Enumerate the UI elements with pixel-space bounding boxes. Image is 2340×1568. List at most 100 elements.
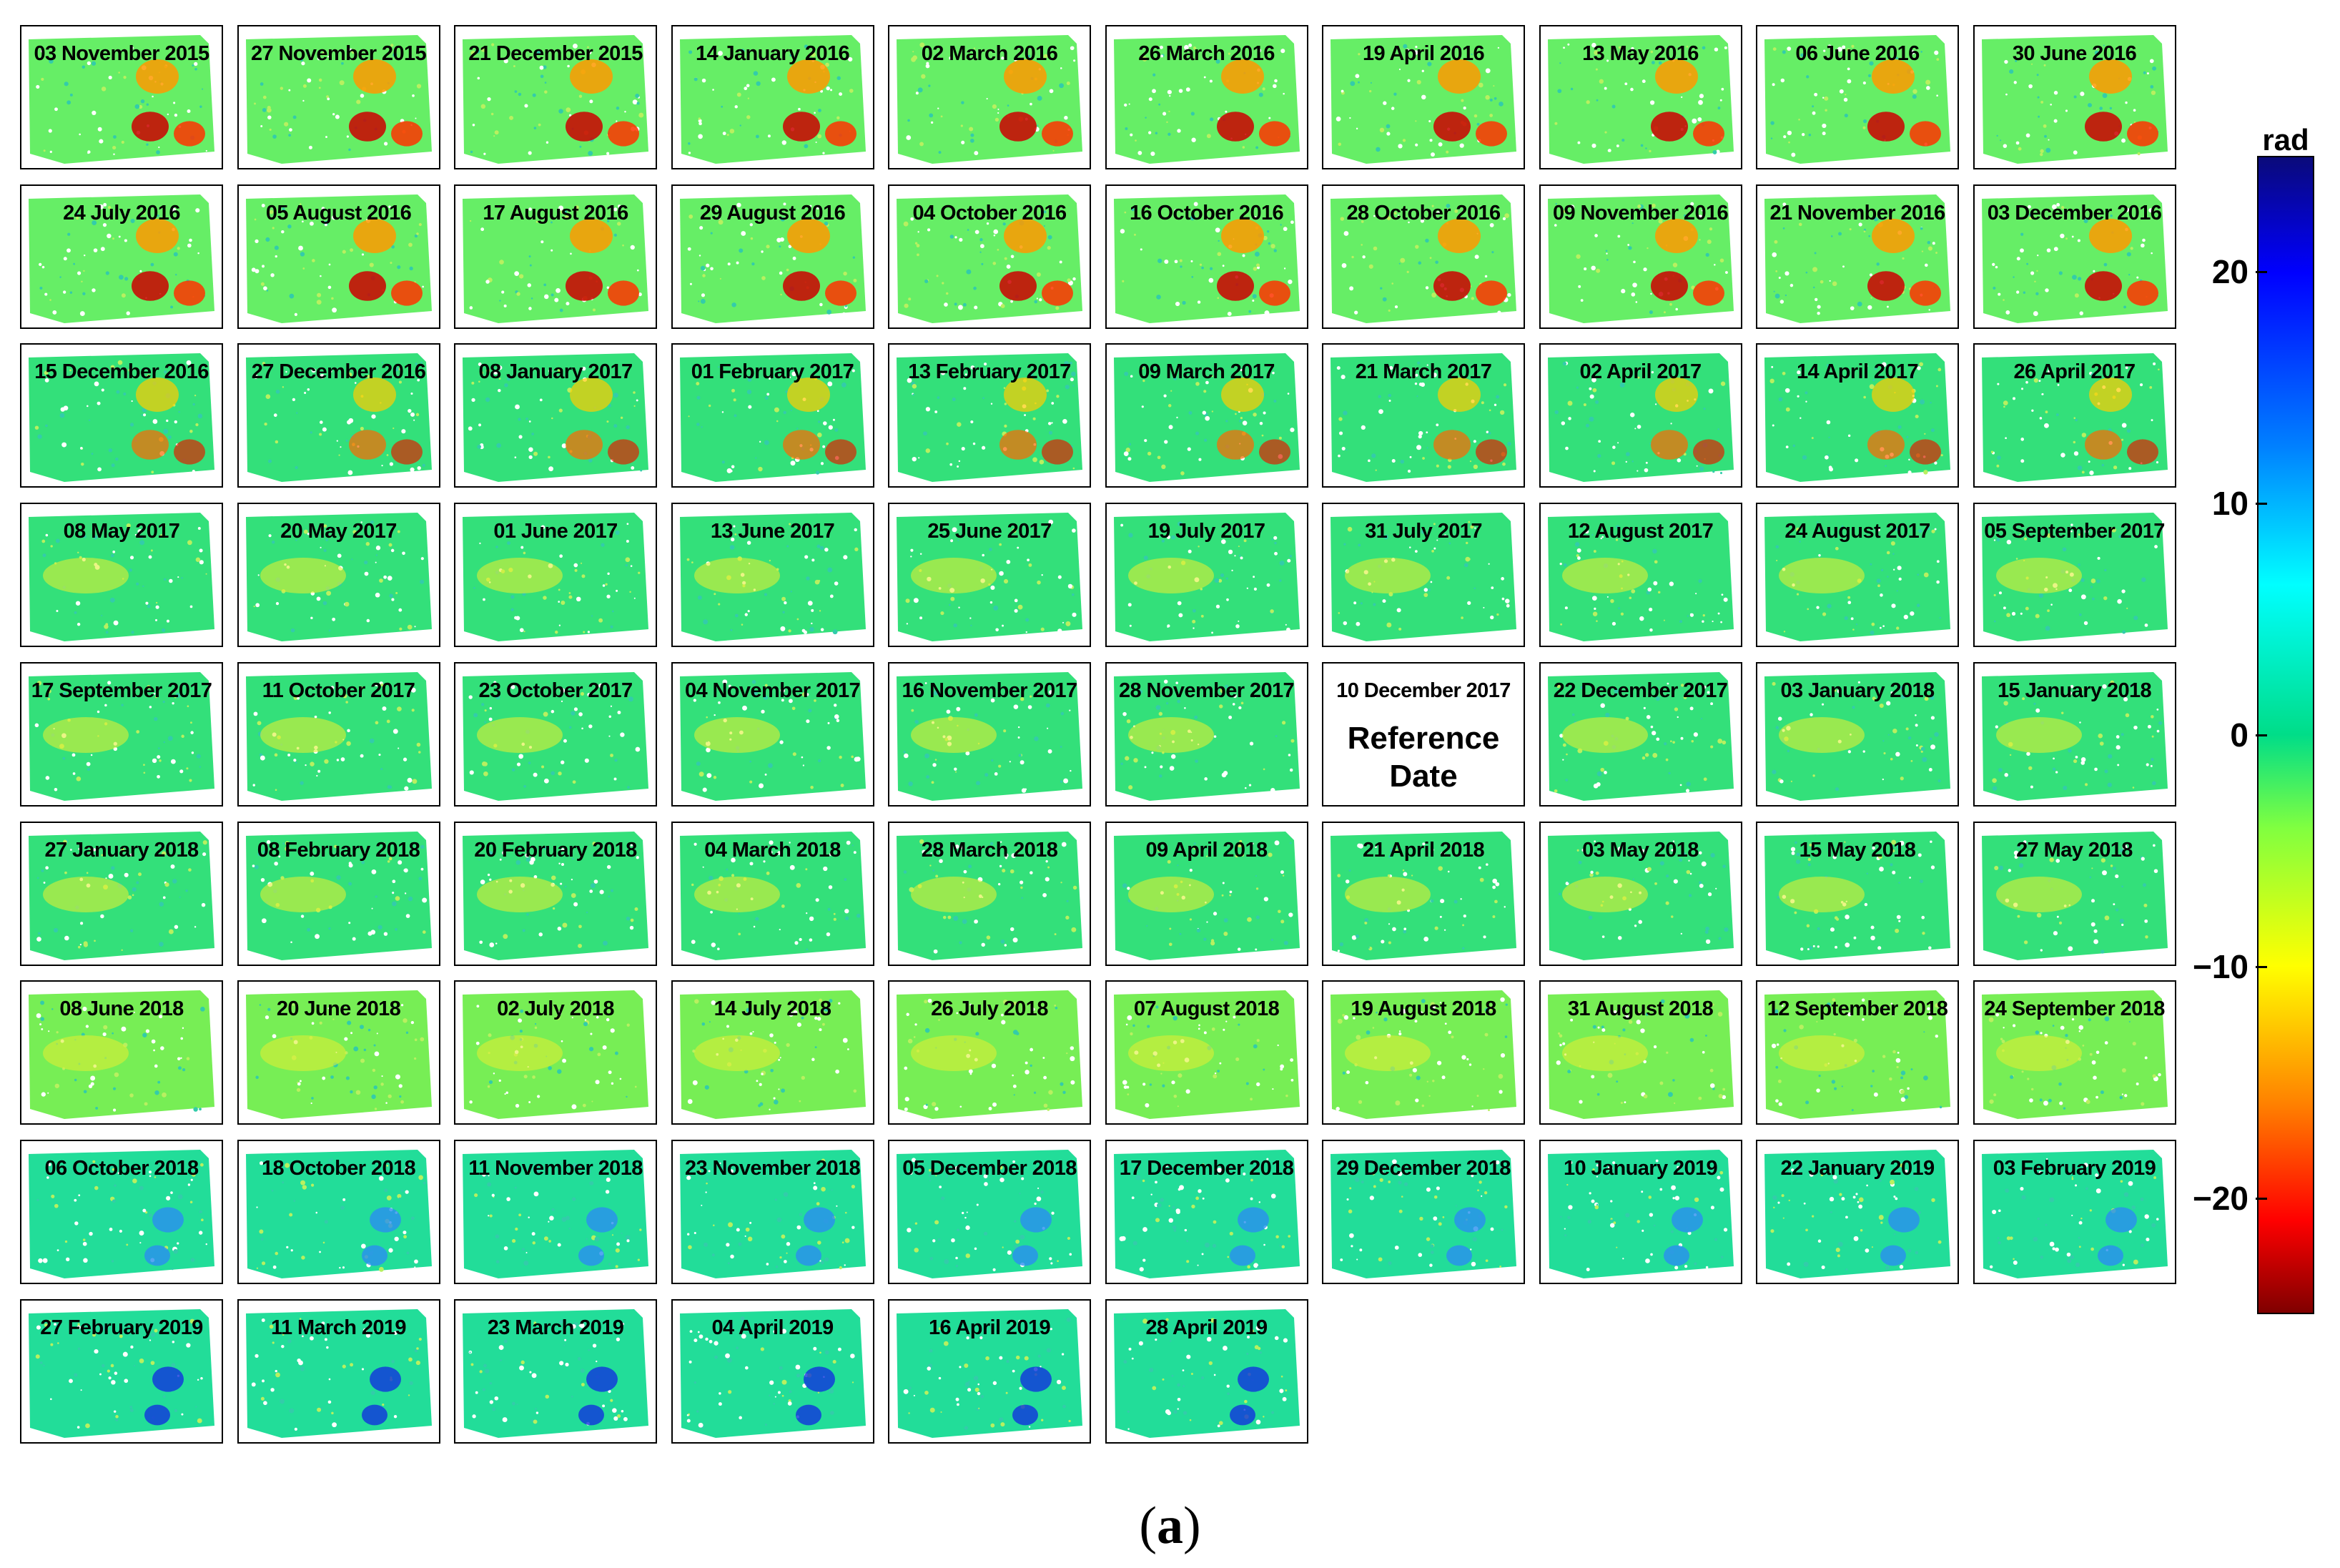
map-speckle	[1247, 914, 1249, 917]
subsidence-hotspot	[1650, 270, 1688, 301]
map-speckle	[709, 910, 713, 914]
map-speckle	[1134, 139, 1137, 142]
map-speckle	[107, 233, 112, 238]
map-speckle	[93, 535, 98, 540]
reference-note-word: Date	[1389, 758, 1458, 794]
map-speckle	[1371, 453, 1376, 458]
map-speckle	[36, 936, 41, 942]
map-speckle	[2058, 1101, 2063, 1105]
map-speckle	[809, 627, 814, 632]
map-speckle	[1795, 859, 1801, 864]
map-speckle	[49, 59, 54, 64]
map-speckle	[117, 375, 120, 378]
map-speckle	[43, 149, 46, 152]
map-speckle	[191, 751, 194, 754]
map-speckle	[1416, 79, 1421, 84]
deformation-map	[29, 990, 214, 1120]
map-speckle	[1386, 124, 1391, 129]
map-speckle	[195, 423, 199, 427]
map-speckle	[1930, 744, 1935, 749]
map-speckle	[77, 945, 81, 948]
map-speckle	[138, 104, 143, 109]
panel-date-label: 28 March 2018	[921, 838, 1058, 862]
map-speckle	[1920, 227, 1923, 230]
map-speckle	[303, 392, 306, 395]
map-speckle	[1270, 243, 1275, 249]
map-speckle	[769, 1033, 774, 1037]
map-speckle	[1595, 68, 1598, 71]
map-speckle	[749, 1221, 751, 1224]
map-speckle	[2077, 239, 2080, 242]
map-speckle	[1674, 707, 1678, 711]
map-speckle	[94, 381, 99, 387]
map-speckle	[280, 87, 283, 90]
map-speckle	[513, 65, 515, 67]
deformation-map	[679, 353, 866, 483]
subsidence-hotspot	[174, 280, 205, 306]
map-speckle	[1057, 575, 1062, 579]
map-speckle	[501, 1167, 504, 1170]
map-speckle	[321, 1076, 325, 1080]
map-speckle	[805, 693, 809, 696]
map-speckle	[1920, 750, 1923, 753]
map-speckle	[292, 115, 297, 119]
map-speckle	[928, 1173, 932, 1177]
map-speckle	[170, 864, 175, 869]
map-speckle	[783, 1192, 788, 1197]
map-speckle	[910, 556, 912, 558]
map-speckle	[2121, 589, 2126, 593]
map-speckle	[1694, 593, 1697, 595]
subsidence-hotspot	[1654, 378, 1698, 413]
map-speckle	[1876, 262, 1880, 266]
atmospheric-patch	[1995, 558, 2082, 594]
map-speckle	[1648, 149, 1652, 153]
interferogram-panel: 27 December 2016	[237, 343, 440, 488]
map-speckle	[402, 1231, 406, 1235]
map-speckle	[342, 1266, 345, 1269]
map-speckle	[1060, 711, 1065, 716]
map-speckle	[764, 593, 767, 596]
map-speckle	[1388, 309, 1391, 312]
map-speckle	[693, 999, 698, 1004]
map-speckle	[493, 1073, 495, 1075]
map-speckle	[1886, 305, 1889, 308]
map-speckle	[498, 389, 501, 393]
map-speckle	[1198, 458, 1201, 462]
map-speckle	[1601, 1028, 1605, 1032]
subsidence-hotspot	[1258, 439, 1290, 465]
map-speckle	[1571, 713, 1575, 716]
map-speckle	[90, 754, 93, 756]
interferogram-panel: 25 June 2017	[888, 503, 1091, 648]
map-speckle	[319, 374, 325, 380]
map-speckle	[1499, 1090, 1503, 1094]
map-speckle	[606, 594, 611, 598]
map-speckle	[1648, 608, 1652, 612]
map-speckle	[1683, 695, 1687, 699]
deformation-map	[1547, 35, 1734, 164]
map-speckle	[1072, 468, 1075, 470]
map-speckle	[981, 446, 986, 450]
map-speckle	[103, 202, 107, 207]
map-speckle	[1388, 1261, 1392, 1266]
map-speckle	[949, 603, 951, 606]
map-speckle	[90, 1082, 94, 1086]
map-speckle	[691, 561, 693, 564]
deformation-map	[29, 831, 214, 960]
map-speckle	[764, 210, 769, 215]
map-speckle	[749, 861, 753, 865]
map-speckle	[603, 940, 608, 946]
map-speckle	[101, 388, 104, 392]
map-speckle	[769, 1069, 774, 1073]
map-speckle	[1935, 1035, 1938, 1038]
atmospheric-patch	[911, 876, 997, 912]
map-speckle	[752, 690, 758, 695]
map-speckle	[563, 739, 567, 743]
map-speckle	[1904, 1095, 1909, 1100]
map-speckle	[766, 871, 770, 875]
map-speckle	[522, 929, 525, 932]
map-speckle	[1709, 702, 1713, 705]
map-speckle	[2095, 1050, 2099, 1055]
map-speckle	[1430, 899, 1434, 902]
map-speckle	[611, 889, 613, 892]
map-speckle	[992, 261, 997, 265]
